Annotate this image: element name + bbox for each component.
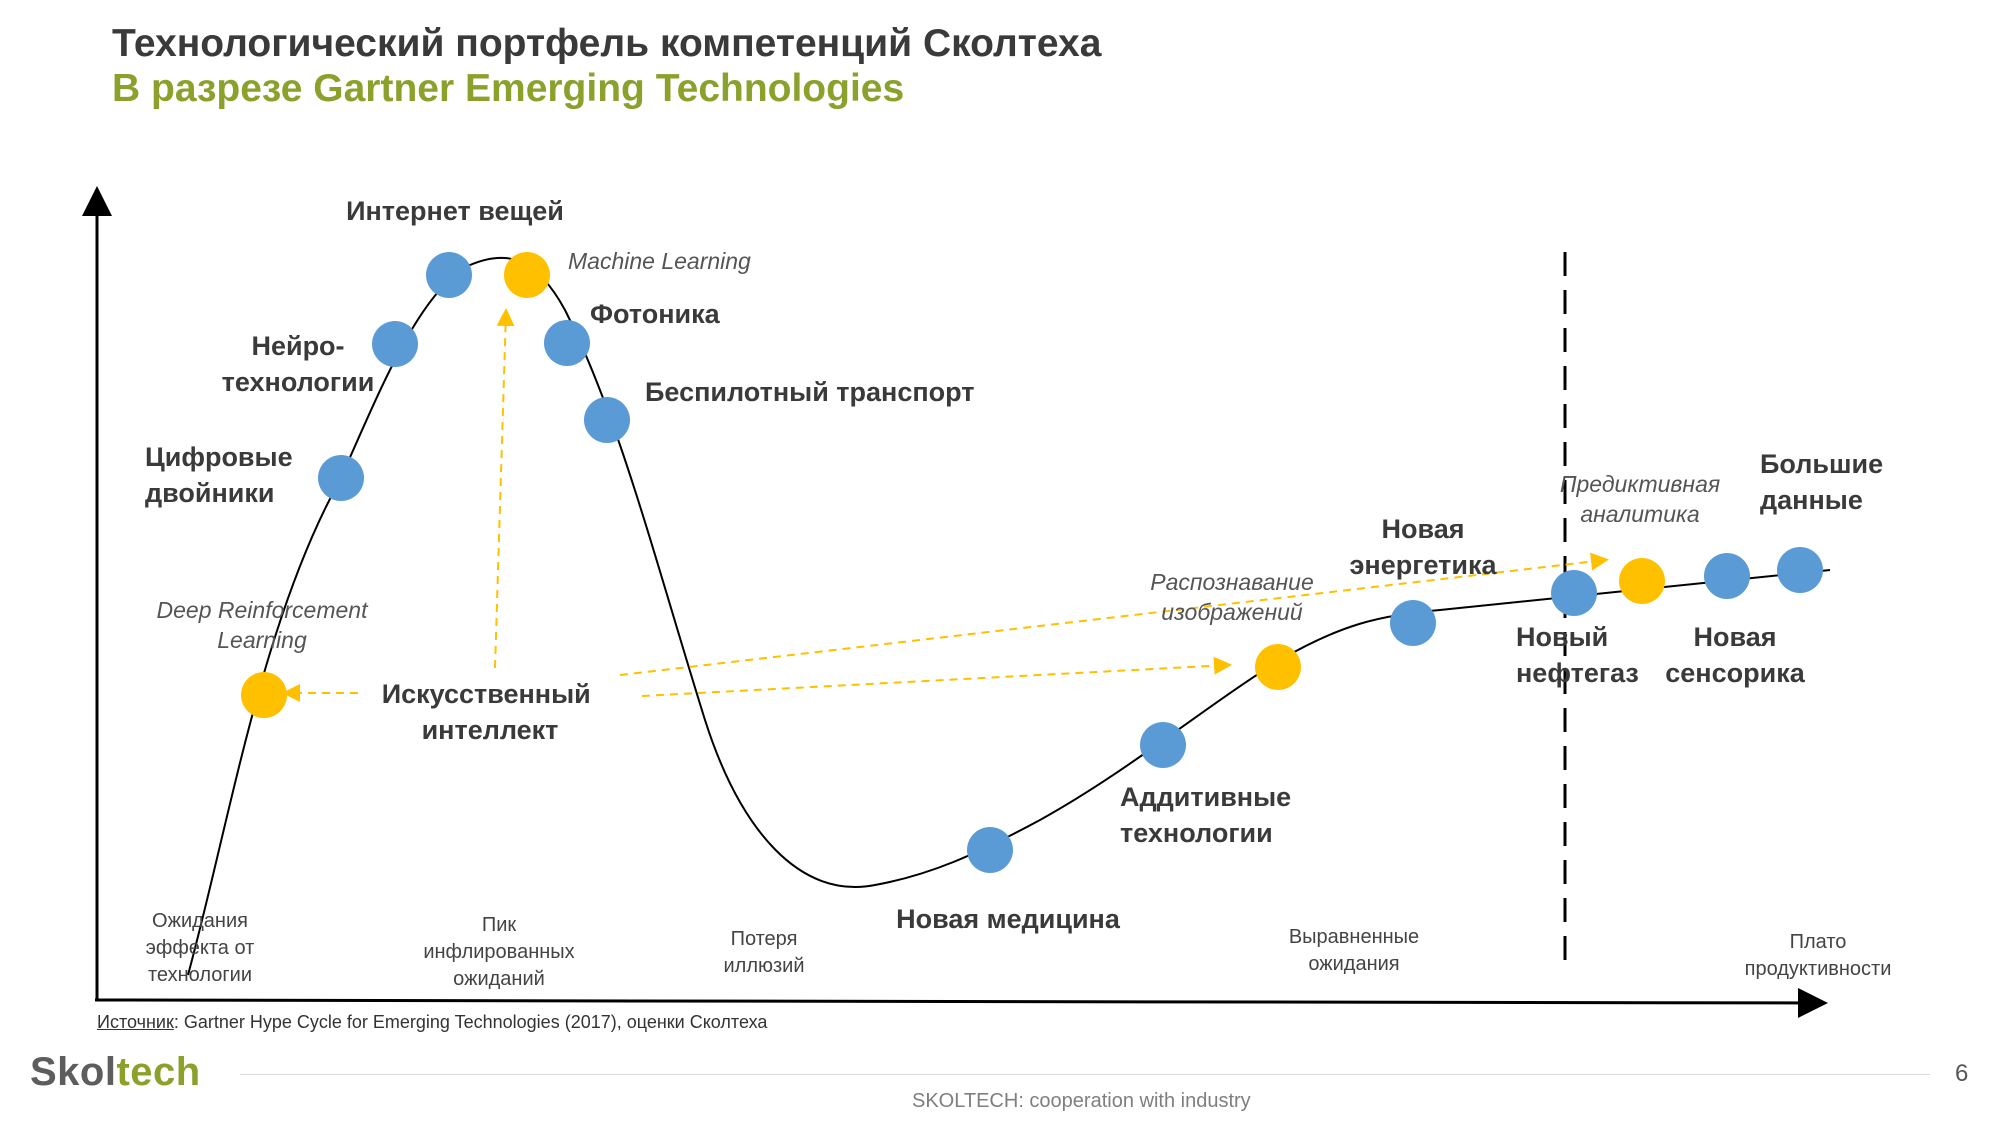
phase-label-peak: Пик инфлированных ожиданий — [423, 914, 574, 990]
tech-label-bigdata: Большие данные — [1760, 449, 1883, 515]
tech-label-neuro: Нейро-технологии — [222, 331, 375, 397]
tech-label-ml: Machine Learning — [568, 248, 751, 274]
tech-label-drones: Беспилотный транспорт — [645, 377, 975, 407]
tech-marker-additive — [1140, 722, 1186, 768]
tech-marker-energy — [1390, 600, 1436, 646]
page-subtitle: В разрезе Gartner Emerging Technologies — [112, 67, 905, 110]
source-note: Источник: Gartner Hype Cycle for Emergin… — [97, 1012, 767, 1033]
tech-medicine: Новая медицина — [896, 827, 1121, 934]
tech-marker-drl — [241, 672, 287, 718]
tech-photonics: Фотоника — [544, 299, 721, 366]
tech-neuro: Нейро-технологии — [222, 321, 418, 397]
tech-marker-recognition — [1255, 644, 1301, 690]
tech-marker-sensors — [1704, 553, 1750, 599]
tech-marker-bigdata — [1777, 547, 1823, 593]
hype-curve — [187, 256, 1831, 976]
tech-additive: Аддитивные технологии — [1120, 722, 1291, 848]
logo-part-2: tech — [116, 1050, 201, 1094]
logo-part-1: Skol — [30, 1050, 117, 1094]
page-number: 6 — [1955, 1060, 1969, 1087]
tech-energy: Новая энергетика — [1350, 514, 1498, 646]
skoltech-logo: Skoltech — [30, 1050, 201, 1095]
footer-tagline: SKOLTECH: cooperation with industry — [912, 1090, 1251, 1112]
tech-marker-ml — [504, 252, 550, 298]
tech-label-recognition: Распознавание изображений — [1150, 569, 1314, 625]
source-text: : Gartner Hype Cycle for Emerging Techno… — [173, 1012, 768, 1032]
tech-marker-drones — [584, 397, 630, 443]
tech-label-oilgas: Новый нефтегаз — [1516, 622, 1639, 688]
tech-label-photonics: Фотоника — [590, 299, 721, 329]
tech-iot: Интернет вещей — [346, 196, 564, 298]
tech-drones: Беспилотный транспорт — [584, 377, 975, 443]
tech-label-energy: Новая энергетика — [1350, 514, 1498, 580]
ai-label: Искусственный интеллект — [382, 679, 599, 745]
phase-label-trigger: Ожидания эффекта от технологии — [146, 910, 255, 986]
ai-arrow-recognition — [641, 656, 1232, 697]
tech-label-additive: Аддитивные технологии — [1120, 782, 1291, 848]
tech-twins: Цифровые двойники — [145, 442, 364, 508]
tech-marker-neuro — [372, 321, 418, 367]
tech-marker-twins — [318, 455, 364, 501]
tech-drl: Deep Reinforcement Learning — [157, 597, 370, 718]
phase-label-plateau: Плато продуктивности — [1745, 931, 1892, 980]
tech-sensors: Новая сенсорика — [1665, 553, 1806, 688]
tech-ml: Machine Learning — [504, 248, 751, 298]
x-axis — [94, 987, 1828, 1018]
tech-label-predictive: Предиктивная аналитика — [1560, 471, 1720, 527]
tech-recognition: Распознавание изображений — [1150, 569, 1314, 690]
ai-arrow-ml — [494, 308, 515, 669]
tech-label-iot: Интернет вещей — [346, 196, 564, 226]
phase-label-slope: Выравненные ожидания — [1289, 926, 1419, 975]
tech-marker-predictive — [1619, 558, 1665, 604]
page-title: Технологический портфель компетенций Ско… — [112, 22, 1102, 65]
tech-marker-oilgas — [1551, 570, 1597, 616]
footer-divider — [240, 1074, 1930, 1075]
tech-label-drl: Deep Reinforcement Learning — [157, 597, 370, 653]
ai-arrow-predictive — [619, 552, 1609, 676]
phase-label-trough: Потеря иллюзий — [723, 928, 804, 977]
tech-label-twins: Цифровые двойники — [145, 442, 293, 508]
tech-bigdata: Большие данные — [1760, 449, 1883, 593]
tech-predictive: Предиктивная аналитика — [1560, 471, 1720, 604]
source-prefix: Источник — [97, 1012, 174, 1032]
tech-label-sensors: Новая сенсорика — [1665, 622, 1805, 688]
tech-marker-photonics — [544, 320, 590, 366]
tech-oilgas: Новый нефтегаз — [1516, 570, 1639, 688]
tech-marker-iot — [426, 252, 472, 298]
tech-marker-medicine — [967, 827, 1013, 873]
tech-label-medicine: Новая медицина — [896, 904, 1121, 934]
